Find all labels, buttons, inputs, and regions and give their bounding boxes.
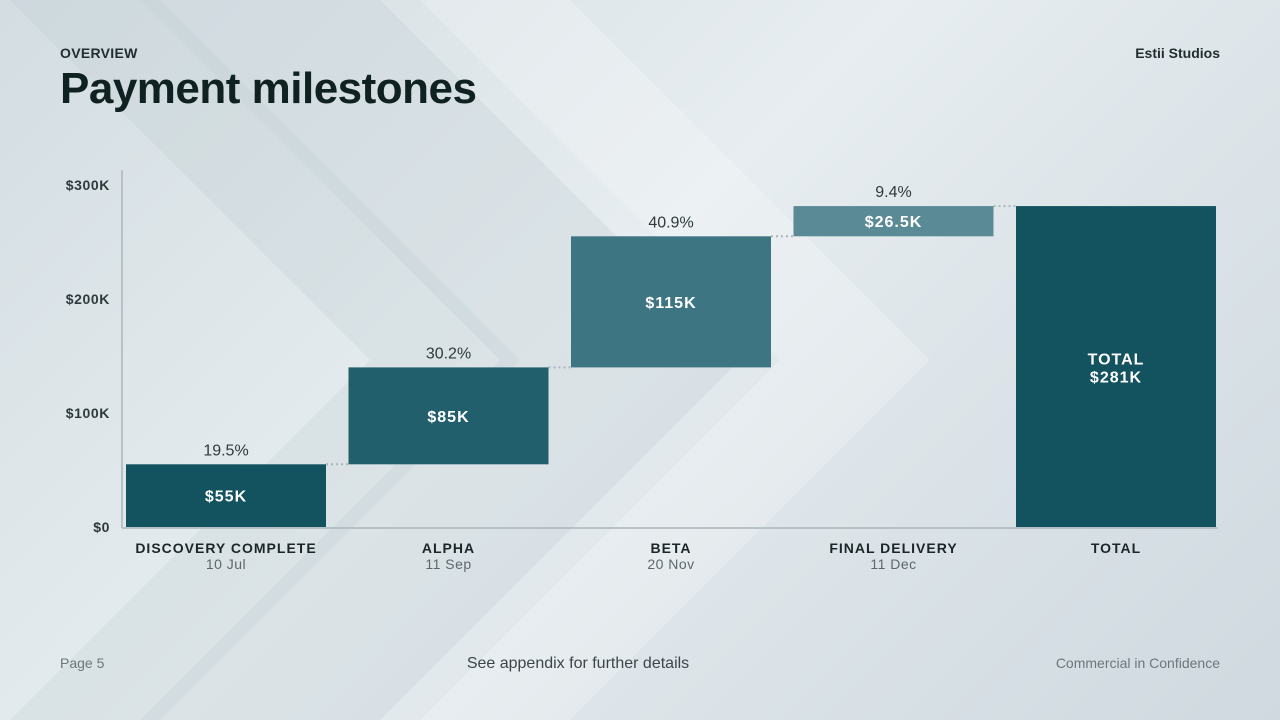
brand-name: Estii Studios xyxy=(1135,45,1220,61)
bar-value-label: $85K xyxy=(427,409,469,426)
bar-value-label: $26.5K xyxy=(865,214,923,231)
confidentiality-label: Commercial in Confidence xyxy=(1055,655,1220,671)
category-date: 20 Nov xyxy=(647,556,694,572)
bar-value-label: $55K xyxy=(205,489,247,506)
bar-percent-label: 30.2% xyxy=(426,345,471,362)
y-tick-label: $300K xyxy=(66,177,110,193)
category-date: 11 Sep xyxy=(425,556,471,572)
bar-value-label: $115K xyxy=(645,295,696,312)
total-bar-value: $281K xyxy=(1090,370,1142,387)
waterfall-bar xyxy=(571,236,771,368)
category-label: FINAL DELIVERY xyxy=(829,540,957,556)
total-bar xyxy=(1016,206,1216,527)
category-label: BETA xyxy=(650,540,691,556)
total-bar-label: TOTAL xyxy=(1088,352,1145,369)
category-label: DISCOVERY COMPLETE xyxy=(135,540,316,556)
y-tick-label: $100K xyxy=(66,405,110,421)
bar-percent-label: 19.5% xyxy=(203,442,248,459)
footer-note: See appendix for further details xyxy=(466,655,690,672)
bar-percent-label: 9.4% xyxy=(875,184,911,201)
bar-percent-label: 40.9% xyxy=(648,214,693,231)
y-tick-label: $200K xyxy=(66,291,110,307)
page-number: Page 5 xyxy=(60,655,105,671)
category-date: 11 Dec xyxy=(870,556,916,572)
category-date: 10 Jul xyxy=(206,556,246,572)
section-eyebrow: OVERVIEW xyxy=(60,45,138,61)
page-title: Payment milestones xyxy=(60,64,477,113)
category-label: ALPHA xyxy=(422,540,475,556)
waterfall-bar xyxy=(793,206,994,237)
y-tick-label: $0 xyxy=(93,519,110,535)
waterfall-bar xyxy=(348,367,549,465)
category-label: TOTAL xyxy=(1091,540,1141,556)
waterfall-bar xyxy=(126,464,326,527)
